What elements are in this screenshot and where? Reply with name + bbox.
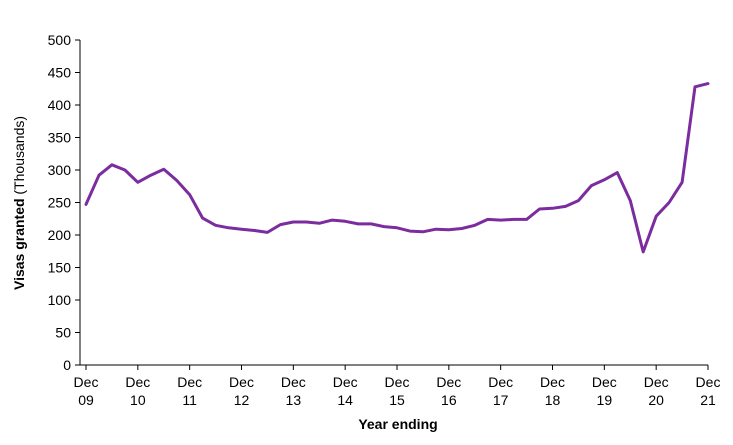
- x-tick-label-year: 09: [78, 392, 94, 408]
- x-tick-label-year: 17: [493, 392, 509, 408]
- x-tick-label-year: 14: [337, 392, 353, 408]
- x-tick-label-month: Dec: [385, 374, 410, 390]
- y-tick-label: 500: [48, 32, 72, 48]
- x-tick-label-year: 18: [545, 392, 561, 408]
- x-tick-label-year: 19: [597, 392, 613, 408]
- y-tick-label: 0: [63, 357, 71, 373]
- y-axis-title-unit: (Thousands): [11, 116, 27, 198]
- y-axis-title: Visas granted (Thousands): [11, 116, 27, 290]
- series-line: [84, 82, 710, 254]
- x-tick-label-month: Dec: [333, 374, 358, 390]
- y-tick-label: 350: [48, 130, 72, 146]
- x-tick-label-year: 15: [389, 392, 405, 408]
- x-tick-label-month: Dec: [74, 374, 99, 390]
- x-tick-label-month: Dec: [436, 374, 461, 390]
- x-tick-label-year: 20: [648, 392, 664, 408]
- x-tick-label-year: 11: [182, 392, 197, 408]
- y-tick-label: 100: [48, 292, 72, 308]
- x-tick-label-year: 12: [234, 392, 250, 408]
- y-tick-label: 300: [48, 162, 72, 178]
- y-tick-label: 450: [48, 65, 72, 81]
- x-tick-label-year: 21: [700, 392, 716, 408]
- y-tick-label: 150: [48, 260, 72, 276]
- y-tick-label: 400: [48, 97, 72, 113]
- y-tick-label: 250: [48, 195, 72, 211]
- x-tick-label-month: Dec: [644, 374, 669, 390]
- x-tick-label-month: Dec: [696, 374, 721, 390]
- x-axis-title: Year ending: [358, 416, 437, 432]
- x-tick-label-year: 16: [441, 392, 457, 408]
- x-tick-label-month: Dec: [540, 374, 565, 390]
- x-tick-label-month: Dec: [177, 374, 202, 390]
- x-tick-label-month: Dec: [229, 374, 254, 390]
- y-tick-label: 50: [55, 325, 71, 341]
- x-tick-label-month: Dec: [125, 374, 150, 390]
- x-tick-label-month: Dec: [592, 374, 617, 390]
- series-visas-granted: [84, 82, 710, 254]
- y-axis: 0 50 100 150 200 250 300 350 400 450 500: [48, 32, 81, 373]
- x-tick-label-month: Dec: [281, 374, 306, 390]
- x-tick-label-year: 10: [130, 392, 146, 408]
- x-tick-label-month: Dec: [488, 374, 513, 390]
- x-axis: Dec 09 Dec 10 Dec 11 Dec 12 Dec 13 Dec 14 Dec 15 Dec 16…: [74, 364, 721, 408]
- y-tick-label: 200: [48, 227, 72, 243]
- y-axis-title-bold: Visas granted: [11, 198, 27, 290]
- x-tick-label-year: 13: [286, 392, 302, 408]
